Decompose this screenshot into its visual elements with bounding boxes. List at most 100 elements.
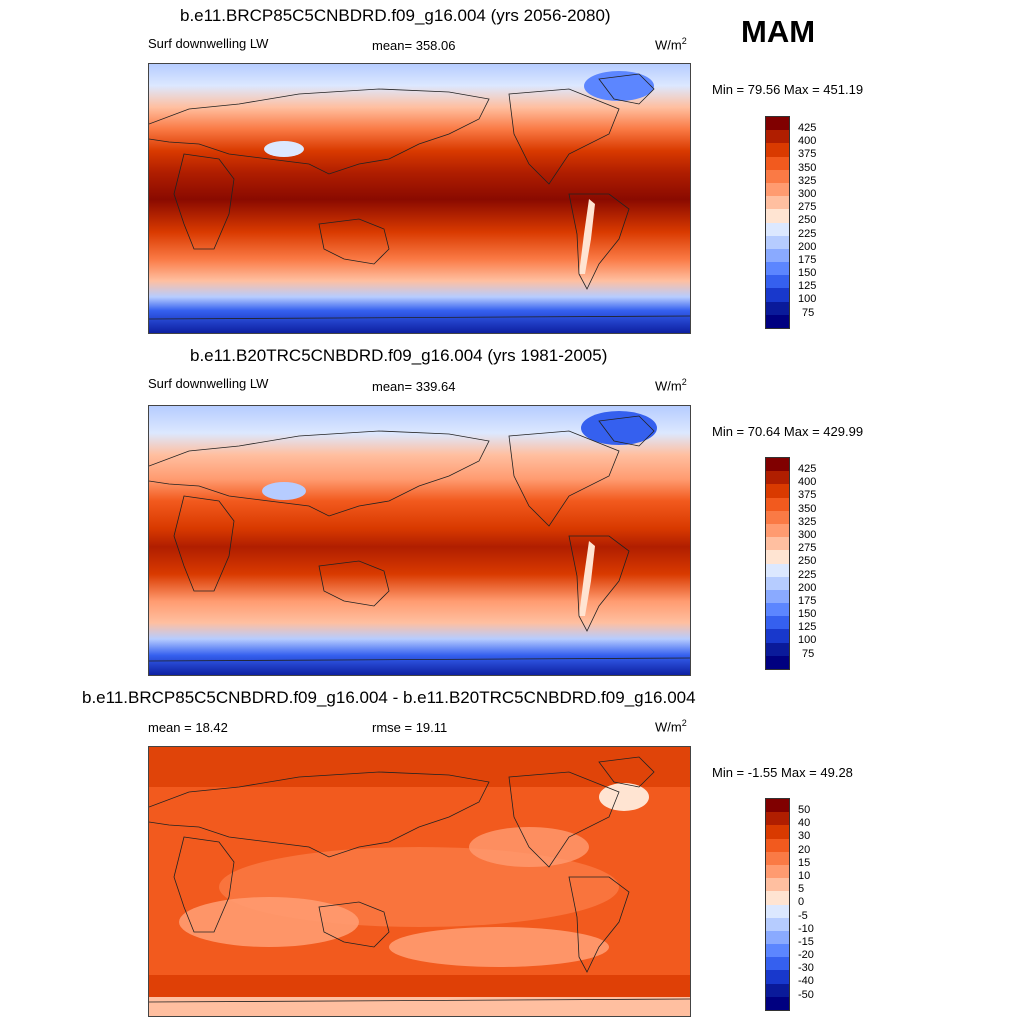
panel3-colorbar-segment bbox=[766, 917, 789, 931]
panel3-colorbar-segment bbox=[766, 812, 789, 826]
panel2-colorbar-label: 150 bbox=[798, 608, 817, 621]
panel1-colorbar-segment bbox=[766, 169, 789, 183]
panel1-colorbar-label: 275 bbox=[798, 201, 817, 214]
panel1-colorbar-label: 425 bbox=[798, 122, 817, 134]
panel2-colorbar-label: 375 bbox=[798, 489, 817, 502]
panel3-minmax: Min = -1.55 Max = 49.28 bbox=[712, 765, 853, 780]
panel2-colorbar-segment bbox=[766, 563, 789, 577]
panel1-colorbar-segment bbox=[766, 262, 789, 276]
panel1-colorbar-segment bbox=[766, 275, 789, 289]
panel1-colorbar-label: 200 bbox=[798, 240, 817, 253]
panel1-colorbar-segment bbox=[766, 130, 789, 144]
panel2-colorbar-segment bbox=[766, 629, 789, 643]
panel2-colorbar-segment bbox=[766, 458, 789, 472]
season-label: MAM bbox=[741, 14, 816, 49]
panel2-colorbar-label: 400 bbox=[798, 476, 817, 489]
panel3-colorbar-segment bbox=[766, 851, 789, 865]
panel2-colorbar-segment bbox=[766, 642, 789, 656]
panel2-colorbar-label: 100 bbox=[798, 634, 817, 647]
panel3-mean-label: mean = 18.42 bbox=[148, 720, 228, 735]
panel3-title: b.e11.BRCP85C5CNBDRD.f09_g16.004 - b.e11… bbox=[82, 688, 696, 707]
panel2-colorbar-segment bbox=[766, 537, 789, 551]
panel2-title: b.e11.B20TRC5CNBDRD.f09_g16.004 (yrs 198… bbox=[190, 346, 608, 365]
panel1-colorbar-label: 150 bbox=[798, 267, 817, 280]
panel1-map bbox=[148, 63, 691, 334]
panel2-map bbox=[148, 405, 691, 676]
panel2-colorbar-label: 75 bbox=[802, 647, 815, 660]
panel2-colorbar-label: 250 bbox=[798, 555, 817, 568]
panel1-title: b.e11.BRCP85C5CNBDRD.f09_g16.004 (yrs 20… bbox=[180, 6, 611, 25]
panel3-colorbar-label: 40 bbox=[798, 817, 811, 830]
panel1-colorbar-segment bbox=[766, 222, 789, 236]
panel2-variable-label: Surf downwelling LW bbox=[148, 376, 269, 391]
panel3-colorbar-label: -40 bbox=[798, 975, 814, 988]
panel3-colorbar-segment bbox=[766, 825, 789, 839]
panel2-colorbar-segment bbox=[766, 655, 789, 669]
panel1-units: W/m2 bbox=[655, 36, 687, 53]
panel1-mean-label: mean= 358.06 bbox=[372, 38, 456, 53]
panel1-colorbar-label: 250 bbox=[798, 214, 817, 227]
panel2-minmax: Min = 70.64 Max = 429.99 bbox=[712, 424, 864, 439]
panel2-colorbar-segment bbox=[766, 576, 789, 590]
panel3-map-plot bbox=[149, 747, 690, 1016]
panel3-colorbar-label: 30 bbox=[798, 830, 811, 843]
panel2-mean-label: mean= 339.64 bbox=[372, 379, 456, 394]
panel2-colorbar-label: 300 bbox=[798, 528, 817, 541]
panel1-colorbar-label: 225 bbox=[798, 227, 817, 240]
panel2-colorbar-label: 425 bbox=[798, 463, 817, 475]
panel2-colorbar-label: 175 bbox=[798, 594, 817, 607]
panel3-colorbar-label: 15 bbox=[798, 856, 811, 869]
panel2-colorbar-segment bbox=[766, 484, 789, 498]
panel3-colorbar bbox=[765, 798, 790, 1011]
panel2-colorbar-label: 275 bbox=[798, 542, 817, 555]
panel3-colorbar-segment bbox=[766, 864, 789, 879]
panel3-colorbar-label: -30 bbox=[798, 962, 814, 975]
panel3-units: W/m2 bbox=[655, 718, 687, 735]
panel1-colorbar-label: 300 bbox=[798, 187, 817, 200]
panel1-colorbar-label: 75 bbox=[802, 306, 815, 319]
panel3-colorbar-label: 50 bbox=[798, 804, 811, 816]
panel1-colorbar-segment bbox=[766, 156, 789, 170]
panel2-map-plot bbox=[149, 406, 690, 675]
panel1-colorbar-segment bbox=[766, 301, 789, 315]
panel3-colorbar-label: -15 bbox=[798, 935, 814, 948]
panel2-colorbar-label: 350 bbox=[798, 502, 817, 515]
panel1-colorbar-segment bbox=[766, 117, 789, 131]
panel3-colorbar-segment bbox=[766, 970, 789, 984]
panel2-colorbar-segment bbox=[766, 471, 789, 485]
panel1-colorbar-label: 350 bbox=[798, 161, 817, 174]
panel2-colorbar-label: 200 bbox=[798, 581, 817, 594]
panel3-colorbar-segment bbox=[766, 996, 789, 1010]
panel1-colorbar-label: 325 bbox=[798, 174, 817, 187]
panel2-colorbar-label: 125 bbox=[798, 621, 817, 634]
panel3-colorbar-label: -10 bbox=[798, 922, 814, 935]
panel2-colorbar-label: 225 bbox=[798, 568, 817, 581]
panel2-colorbar-segment bbox=[766, 589, 789, 604]
panel3-colorbar-label: 10 bbox=[798, 869, 811, 882]
panel1-colorbar-segment bbox=[766, 288, 789, 302]
panel1-colorbar-label: 175 bbox=[798, 253, 817, 266]
panel1-colorbar bbox=[765, 116, 790, 329]
panel1-colorbar-segment bbox=[766, 196, 789, 210]
panel3-colorbar-label: -20 bbox=[798, 949, 814, 962]
panel2-units: W/m2 bbox=[655, 377, 687, 394]
panel3-colorbar-label: -5 bbox=[798, 909, 808, 922]
panel3-colorbar-segment bbox=[766, 904, 789, 918]
panel2-colorbar-segment bbox=[766, 523, 789, 538]
panel3-map bbox=[148, 746, 691, 1017]
panel1-colorbar-segment bbox=[766, 248, 789, 263]
panel3-colorbar-segment bbox=[766, 838, 789, 852]
panel1-map-plot bbox=[149, 64, 690, 333]
panel2-colorbar bbox=[765, 457, 790, 670]
panel1-colorbar-label: 100 bbox=[798, 293, 817, 306]
panel1-colorbar-segment bbox=[766, 235, 789, 249]
panel1-colorbar-label: 375 bbox=[798, 148, 817, 161]
panel1-minmax: Min = 79.56 Max = 451.19 bbox=[712, 82, 864, 97]
panel3-colorbar-segment bbox=[766, 930, 789, 945]
panel2-colorbar-segment bbox=[766, 550, 789, 564]
panel1-colorbar-segment bbox=[766, 314, 789, 328]
panel3-colorbar-segment bbox=[766, 891, 789, 905]
panel1-colorbar-label: 125 bbox=[798, 280, 817, 293]
panel3-colorbar-label: 5 bbox=[798, 883, 805, 896]
panel3-colorbar-segment bbox=[766, 878, 789, 892]
